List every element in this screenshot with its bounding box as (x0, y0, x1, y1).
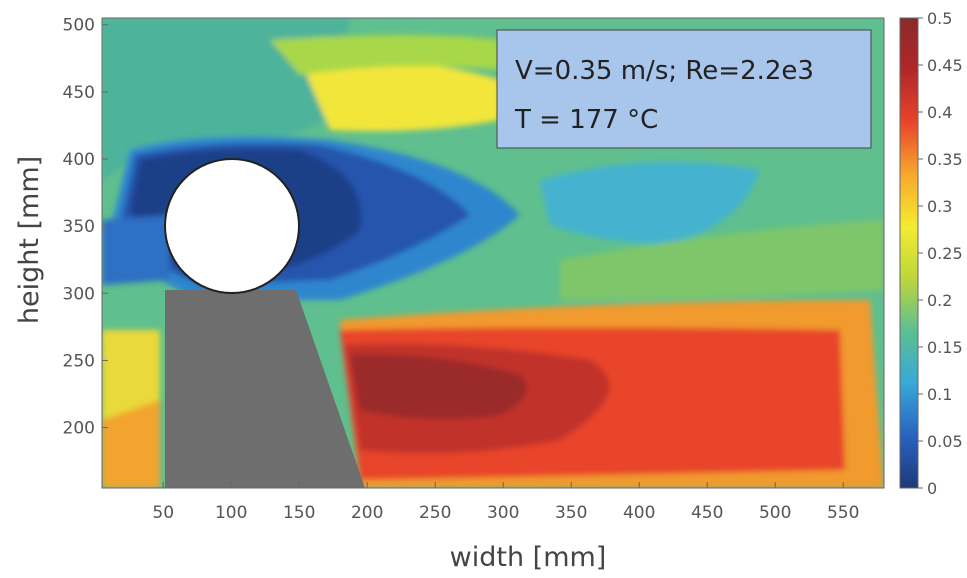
colorbar-ticks: 0 0.05 0.1 0.15 0.2 0.25 0.3 0.35 0.4 0.45 0.5 (918, 9, 963, 498)
y-tick-label: 350 (63, 217, 95, 237)
colorbar-gradient (899, 17, 919, 489)
colorbar-tick-label: 0.2 (927, 291, 952, 310)
annotation-box: V=0.35 m/s; Re=2.2e3 T = 177 °C (496, 29, 872, 149)
colorbar-tick-label: 0.15 (927, 338, 963, 357)
field-region-right-band (560, 220, 884, 300)
x-tick-label: 550 (827, 503, 859, 523)
colorbar-tick-label: 0.5 (927, 9, 952, 28)
x-tick-label: 350 (555, 503, 587, 523)
colorbar-tick-label: 0.4 (927, 103, 952, 122)
y-tick-label: 200 (63, 419, 95, 439)
annotation-line-2: T = 177 °C (514, 105, 658, 135)
x-tick-label: 400 (623, 503, 655, 523)
field-region-jet-core (350, 354, 527, 419)
field-region-far-wake (540, 162, 760, 245)
field-region-left-blue (102, 215, 170, 285)
y-tick-label: 500 (63, 16, 95, 36)
x-tick-label: 250 (419, 503, 451, 523)
annotation-line-1: V=0.35 m/s; Re=2.2e3 (515, 56, 814, 86)
x-tick-label: 200 (351, 503, 383, 523)
x-tick-label: 300 (487, 503, 519, 523)
colorbar-tick-label: 0.45 (927, 56, 963, 75)
support-block (165, 290, 365, 488)
colorbar-tick-label: 0.35 (927, 150, 963, 169)
cylinder (164, 158, 300, 294)
field-region-lower-left-orange (102, 400, 160, 488)
plot-frame (101, 17, 885, 489)
x-tick-label: 150 (283, 503, 315, 523)
field-region-upper-yellow (300, 59, 500, 132)
colorbar-tick-label: 0 (927, 479, 937, 498)
x-axis-title: width [mm] (450, 542, 607, 573)
colorbar-tick-label: 0.3 (927, 197, 952, 216)
y-tick-label: 450 (63, 83, 95, 103)
y-axis-title: height [mm] (14, 156, 45, 324)
field-region-upper-lightgreen (270, 35, 500, 75)
y-axis-ticks: 200 250 300 350 400 450 500 (63, 16, 108, 439)
x-tick-label: 50 (152, 503, 174, 523)
y-tick-label: 400 (63, 150, 95, 170)
y-tick-label: 300 (63, 284, 95, 304)
x-tick-label: 450 (691, 503, 723, 523)
colorbar: 0 0.05 0.1 0.15 0.2 0.25 0.3 0.35 0.4 0.45 0.5 (899, 9, 963, 498)
x-tick-label: 100 (215, 503, 247, 523)
y-tick-label: 250 (63, 351, 95, 371)
colorbar-tick-label: 0.25 (927, 244, 963, 263)
x-axis-ticks: 50 100 150 200 250 300 350 400 450 500 550 (152, 482, 859, 523)
colorbar-tick-label: 0.1 (927, 385, 952, 404)
x-tick-label: 500 (759, 503, 791, 523)
colorbar-tick-label: 0.05 (927, 432, 963, 451)
